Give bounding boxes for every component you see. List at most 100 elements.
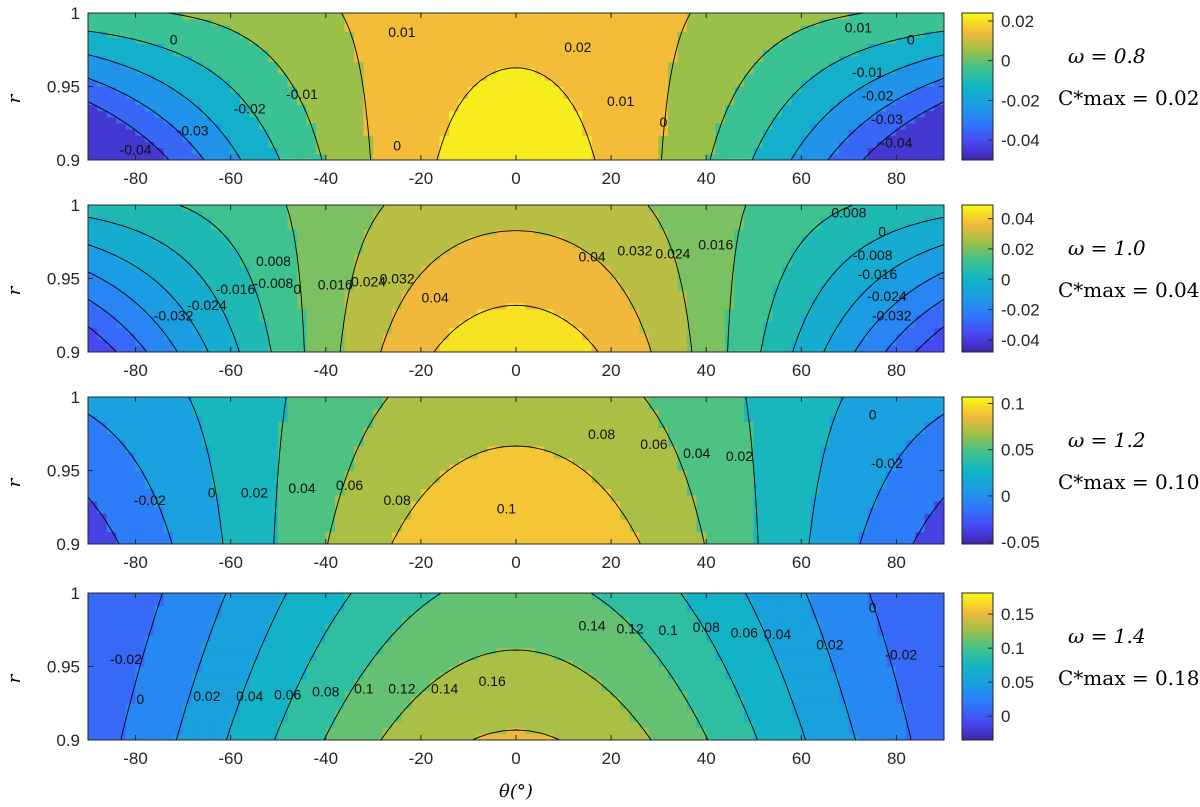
fill-cell (877, 272, 888, 279)
fill-cell (772, 296, 783, 304)
fill-cell (163, 86, 174, 93)
fill-cell (220, 253, 231, 261)
fill-cell (449, 67, 460, 75)
fill-cell (867, 13, 878, 20)
fill-cell (639, 519, 650, 526)
fill-cell (354, 92, 365, 100)
fill-cell (629, 104, 640, 112)
fill-cell (449, 153, 460, 160)
fill-cell (801, 80, 812, 87)
fill-cell (801, 223, 812, 230)
fill-cell (382, 272, 393, 279)
fill-cell (705, 506, 717, 514)
fill-cell (753, 327, 764, 334)
fill-cell (449, 339, 460, 347)
fill-cell (715, 302, 726, 310)
fill-cell (268, 86, 279, 93)
fill-cell (686, 116, 698, 124)
fill-cell (896, 531, 907, 539)
fill-cell (667, 531, 678, 539)
fill-cell (667, 229, 678, 236)
fill-cell (97, 92, 108, 100)
fill-cell (458, 513, 469, 520)
fill-cell (296, 61, 308, 69)
fill-cell (610, 55, 621, 63)
fill-cell (382, 327, 393, 334)
fill-cell (211, 296, 222, 304)
fill-cell (572, 247, 583, 255)
fill-cell (344, 339, 355, 347)
fill-cell (249, 67, 260, 75)
fill-cell (601, 122, 612, 130)
fill-cell (591, 308, 602, 316)
fill-cell (468, 506, 479, 514)
fill-cell (363, 24, 374, 32)
fill-cell (458, 525, 469, 533)
fill-cell (867, 129, 878, 136)
fill-cell (905, 339, 916, 347)
fill-cell (487, 223, 498, 230)
fill-cell (239, 302, 250, 310)
fill-cell (829, 272, 840, 279)
fill-cell (449, 235, 460, 243)
fill-cell (924, 321, 935, 328)
fill-cell (839, 519, 850, 526)
fill-cell (762, 265, 774, 273)
fill-cell (201, 308, 212, 316)
fill-cell (334, 31, 346, 38)
fill-cell (258, 253, 270, 261)
fill-cell (553, 321, 564, 328)
fill-cell (525, 98, 536, 106)
fill-cell (639, 247, 650, 255)
fill-cell (734, 98, 745, 106)
fill-cell (753, 104, 764, 112)
fill-cell (125, 104, 136, 112)
fill-cell (886, 129, 897, 136)
fill-cell (801, 110, 812, 118)
fill-cell (905, 284, 916, 292)
fill-cell (734, 284, 745, 292)
fill-cell (401, 259, 412, 267)
fill-cell (496, 135, 507, 142)
fill-cell (620, 296, 631, 304)
fill-cell (449, 141, 460, 149)
fill-cell (848, 265, 859, 273)
fill-cell (354, 308, 365, 316)
fill-cell (572, 345, 583, 352)
fill-cell (315, 86, 327, 93)
fill-cell (772, 67, 783, 75)
fill-cell (496, 210, 507, 218)
fill-cell (239, 13, 250, 20)
fill-cell (258, 272, 270, 279)
fill-cell (382, 265, 393, 273)
fill-cell (201, 18, 212, 26)
fill-cell (220, 43, 231, 51)
fill-cell (125, 321, 136, 328)
fill-cell (401, 31, 412, 38)
fill-cell (506, 49, 517, 57)
fill-cell (220, 327, 231, 334)
fill-cell (515, 284, 526, 292)
fill-cell (420, 110, 431, 118)
fill-cell (525, 513, 536, 520)
fill-cell (601, 284, 612, 292)
fill-cell (354, 296, 365, 304)
fill-cell (582, 290, 593, 298)
fill-cell (772, 513, 783, 520)
contour-line (88, 30, 944, 160)
fill-cell (344, 333, 355, 341)
fill-cell (430, 278, 441, 285)
fill-cell (192, 43, 203, 51)
fill-cell (839, 272, 850, 279)
fill-cell (249, 43, 260, 51)
fill-cell (430, 229, 441, 236)
fill-cell (753, 141, 764, 149)
fill-cell (820, 519, 831, 526)
fill-cell (135, 135, 146, 142)
fill-cell (724, 345, 736, 352)
fill-cell (325, 537, 336, 544)
fill-cell (753, 525, 764, 533)
fill-cell (468, 513, 479, 520)
fill-cell (220, 98, 231, 106)
fill-cell (249, 519, 260, 526)
